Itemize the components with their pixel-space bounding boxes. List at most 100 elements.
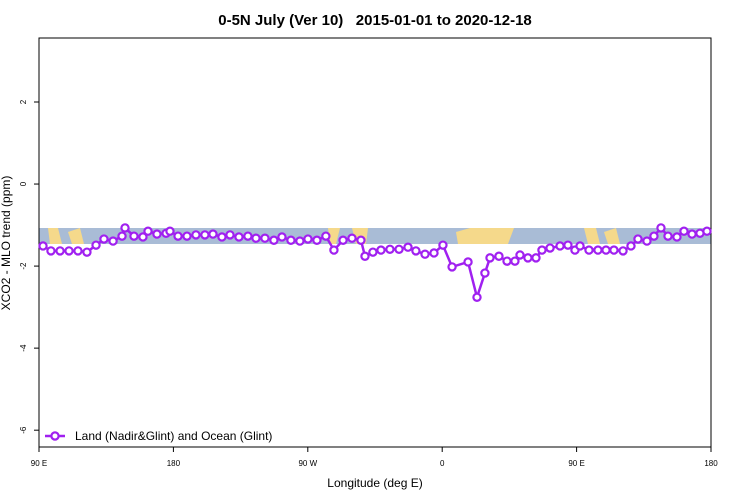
data-point [510,256,520,266]
data-point [269,235,279,245]
data-point [575,241,585,251]
data-point [385,244,395,254]
land [68,228,84,244]
legend-marker [50,431,60,441]
data-point [485,253,495,263]
data-point [563,240,573,250]
data-point [663,231,673,241]
data-point [55,246,65,256]
data-point [64,246,74,256]
data-point [463,257,473,267]
data-point [702,226,712,236]
data-point [338,235,348,245]
data-point [243,231,253,241]
data-point [191,230,201,240]
data-point [555,241,565,251]
x-tick-label: 180 [167,459,181,468]
land [456,228,514,244]
legend-label: Land (Nadir&Glint) and Ocean (Glint) [75,429,272,443]
data-point [251,233,261,243]
data-point [609,245,619,255]
data-point [217,232,227,242]
data-point [295,236,305,246]
data-point [472,292,482,302]
data-point [626,241,636,251]
data-point [656,223,666,233]
data-point [679,226,689,236]
land [328,228,340,244]
data-point [108,236,118,246]
y-tick-label: 0 [19,181,28,186]
y-tick-label: -4 [19,344,28,352]
data-point [515,250,525,260]
data-point [502,256,512,266]
data-point [376,245,386,255]
data-point [277,232,287,242]
data-point [447,262,457,272]
x-tick-label: 0 [440,459,445,468]
x-tick-label: 180 [704,459,718,468]
data-point [120,223,130,233]
data-point [411,246,421,256]
data-point [356,235,366,245]
x-tick-label: 90 E [31,459,47,468]
x-axis-label: Longitude (deg E) [327,476,422,490]
data-point [91,240,101,250]
data-point [420,249,430,259]
y-tick-label: -6 [19,426,28,434]
data-point [286,235,296,245]
data-point [260,233,270,243]
data-point [173,231,183,241]
data-point [545,243,555,253]
y-axis-label: XCO2 - MLO trend (ppm) [0,176,13,311]
land [584,228,600,244]
data-point [368,247,378,257]
data-point [321,231,331,241]
data-point [73,246,83,256]
data-point [394,244,404,254]
data-point [593,245,603,255]
data-point [523,253,533,263]
data-point [182,231,192,241]
data-point [200,230,210,240]
land [48,228,62,244]
data-point [99,234,109,244]
data-point [618,246,628,256]
y-tick-label: -2 [19,262,28,270]
data-point [347,233,357,243]
data-point [438,240,448,250]
data-point [234,232,244,242]
data-point [46,246,56,256]
data-point [329,245,339,255]
data-point [152,229,162,239]
data-point [531,253,541,263]
data-point [138,232,148,242]
data-point [38,241,48,251]
land [604,228,620,244]
data-point [584,245,594,255]
data-point [403,242,413,252]
x-tick-label: 90 W [298,459,317,468]
data-point [303,234,313,244]
y-tick-label: 2 [19,99,28,104]
data-point [537,245,547,255]
data-point [687,229,697,239]
x-tick-label: 90 E [568,459,584,468]
data-point [360,251,370,261]
data-point [208,229,218,239]
data-point [143,226,153,236]
chart-title: 0-5N July (Ver 10) 2015-01-01 to 2020-12… [218,12,532,29]
data-point [601,245,611,255]
data-point [82,247,92,257]
data-point [129,231,139,241]
data-point [494,251,504,261]
data-point [642,236,652,246]
data-point [633,234,643,244]
data-point [117,231,127,241]
data-point [480,268,490,278]
data-point [649,231,659,241]
plot-frame [38,37,712,448]
data-point [429,248,439,258]
data-point [225,230,235,240]
